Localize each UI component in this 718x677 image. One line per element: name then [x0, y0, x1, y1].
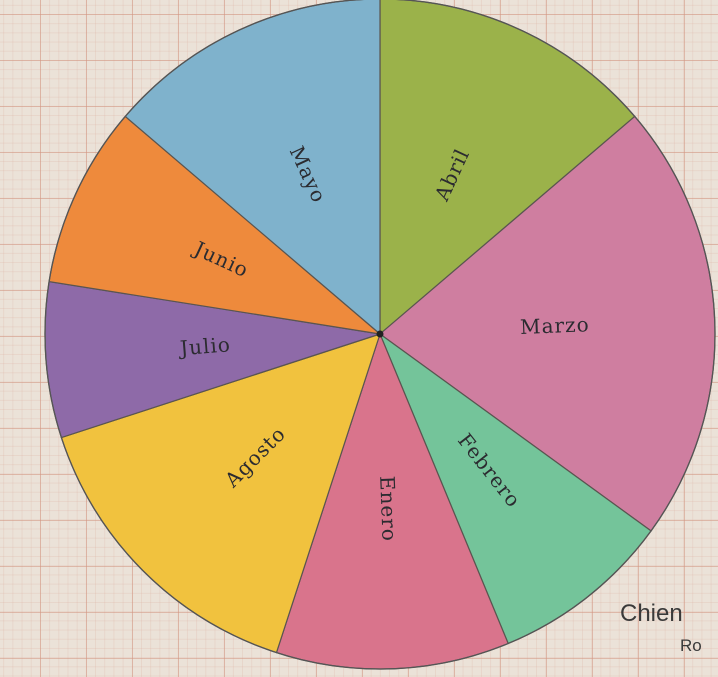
signature-line-2: Ro: [680, 636, 702, 655]
pie-center-dot: [376, 330, 384, 338]
pie-label-enero: Enero: [375, 475, 402, 542]
pie-label-marzo: Marzo: [520, 312, 590, 339]
signature-line-1: Chien: [620, 600, 683, 627]
pie-outline: [44, 0, 716, 670]
pie-label-julio: Julio: [177, 332, 231, 360]
